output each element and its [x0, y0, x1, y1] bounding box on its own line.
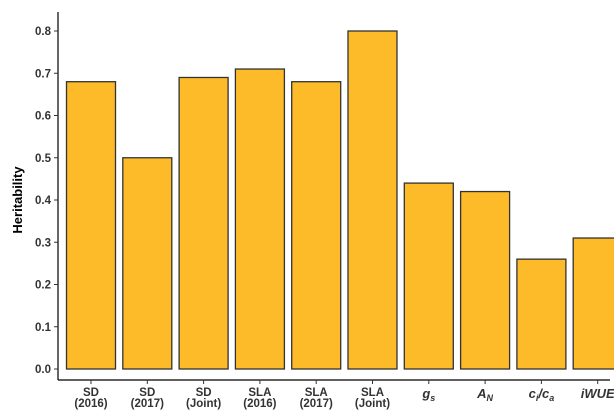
x-tick-label-4: SLA (2017)	[300, 387, 333, 410]
bar-0	[65, 81, 117, 370]
bar-4	[291, 81, 342, 370]
x-tick-label-7: AN	[476, 386, 493, 403]
x-axis: SD (2016) SD (2017) SD (Joint) SLA (2016) SLA (20…	[58, 379, 614, 410]
y-axis: 0.0 0.1 0.2 0.3 0.4 0.5 0.6 0.7 0.8	[35, 12, 59, 380]
x-tick-label-3: SLA (2016)	[243, 387, 276, 410]
y-tick-label-3: 0.3	[35, 237, 51, 249]
x-tick-label-6: gs	[421, 386, 435, 403]
y-tick-label-5: 0.5	[35, 153, 52, 165]
bar-2	[178, 76, 229, 370]
bar-7	[459, 190, 511, 370]
x-tick-label-0: SD (2016)	[74, 387, 107, 410]
x-tick-label-8: ci/ca	[529, 386, 555, 403]
bar-3	[234, 68, 286, 370]
x-tick-label-5: SLA (Joint)	[355, 387, 390, 410]
bar-8	[516, 258, 567, 370]
bar-9	[572, 237, 614, 370]
y-tick-label-1: 0.1	[35, 322, 52, 334]
bars	[65, 30, 614, 370]
bar-6	[403, 182, 454, 370]
x-tick-label-1: SD (2017)	[131, 387, 164, 410]
bar-5	[347, 30, 398, 370]
y-axis-label: Heritability	[10, 166, 25, 234]
bar-1	[122, 157, 173, 370]
x-tick-label-9: iWUE	[581, 386, 614, 401]
y-tick-label-4: 0.4	[35, 195, 52, 207]
y-tick-label-6: 0.6	[35, 111, 51, 123]
y-tick-label-7: 0.7	[35, 68, 51, 80]
y-tick-label-8: 0.8	[35, 26, 52, 38]
y-tick-label-2: 0.2	[35, 280, 51, 292]
x-tick-label-2: SD (Joint)	[186, 387, 221, 410]
y-tick-label-0: 0.0	[35, 364, 51, 376]
